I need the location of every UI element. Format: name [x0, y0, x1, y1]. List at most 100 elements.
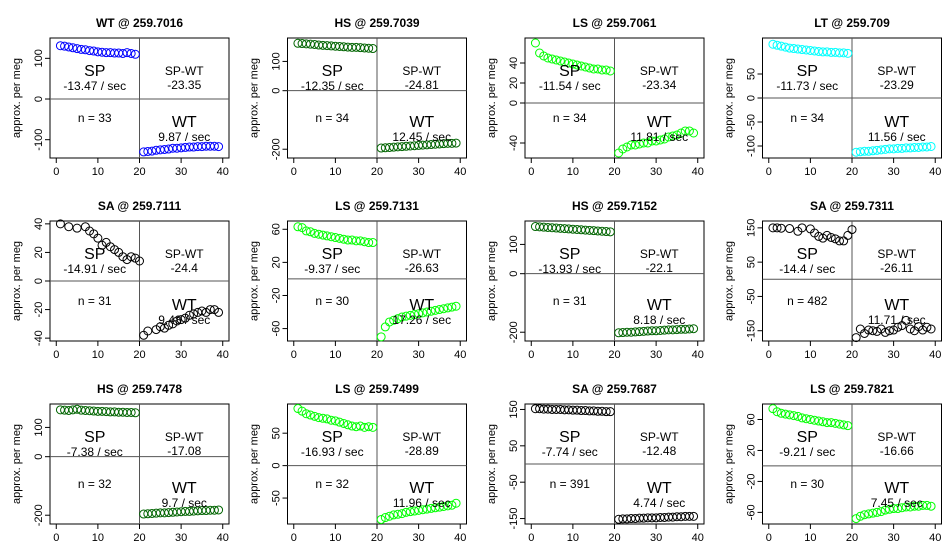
wt-point [618, 144, 628, 154]
chart-title: WT @ 259.7016 [96, 16, 183, 30]
wt-point [214, 307, 224, 317]
y-tick-label: -200 [508, 321, 520, 343]
sp-point [839, 48, 849, 58]
wt-point [922, 500, 932, 510]
wt-point [405, 310, 415, 320]
sp-point [326, 415, 336, 425]
sp-point [776, 41, 786, 51]
wt-label: WT [409, 480, 434, 497]
sp-point [772, 407, 782, 417]
n-label: n = 482 [787, 294, 828, 308]
x-tick-label: 30 [887, 166, 899, 178]
sp-point [843, 230, 853, 240]
y-tick-label: 60 [746, 413, 758, 425]
y-tick-label: -100 [746, 135, 758, 157]
wt-point [393, 509, 403, 519]
sp-point [789, 411, 799, 421]
x-tick-label: 30 [175, 532, 187, 544]
sp-point [126, 407, 136, 417]
wt-point [430, 305, 440, 315]
wt-rate: 17.26 / sec [392, 313, 451, 327]
x-tick-label: 0 [53, 349, 59, 361]
sp-point [843, 48, 853, 58]
x-tick-label: 20 [371, 349, 383, 361]
wt-point [380, 322, 390, 332]
sp-point [543, 53, 553, 63]
sp-label: SP [559, 246, 580, 263]
sp-point [293, 222, 303, 232]
sp-point [843, 421, 853, 431]
sp-point [126, 48, 136, 58]
x-tick-label: 0 [528, 532, 534, 544]
wt-label: WT [172, 297, 197, 314]
chart-panel: LT @ 259.709 approx. per meg 0 10 20 30 40 -100… [724, 16, 942, 178]
y-tick-label: -50 [746, 114, 758, 130]
x-tick-label: 40 [929, 166, 941, 178]
wt-point [868, 326, 878, 336]
x-tick-label: 40 [692, 532, 704, 544]
sp-label: SP [559, 63, 580, 80]
wt-point [418, 308, 428, 318]
y-tick-label: 100 [33, 418, 45, 436]
sp-point [305, 227, 315, 237]
wt-point [155, 322, 165, 332]
wt-point [397, 509, 407, 519]
wt-point [376, 332, 386, 342]
y-tick-label: 0 [33, 454, 45, 460]
x-tick-label: 0 [528, 349, 534, 361]
chart-title: LS @ 259.7131 [335, 199, 419, 213]
chart-panel: LS @ 259.7499 approx. per meg 0 10 20 30 40 -50… [249, 382, 467, 544]
diff-value: -16.66 [880, 444, 914, 458]
x-tick-label: 10 [567, 349, 579, 361]
wt-point [205, 305, 215, 315]
wt-point [209, 141, 219, 151]
sp-rate: -16.93 / sec [301, 445, 364, 459]
y-tick-label: -20 [271, 288, 283, 304]
wt-point [434, 502, 444, 512]
diff-label: SP-WT [877, 430, 916, 444]
sp-point [364, 43, 374, 53]
sp-rate: -9.21 / sec [779, 445, 835, 459]
x-tick-label: 30 [650, 166, 662, 178]
y-tick-label: 0 [508, 271, 520, 277]
wt-point [197, 306, 207, 316]
wt-point [922, 142, 932, 152]
sp-label: SP [322, 246, 343, 263]
sp-point [580, 62, 590, 72]
sp-point [601, 407, 611, 417]
sp-rate: -7.74 / sec [542, 445, 598, 459]
sp-rate: -7.38 / sec [67, 445, 123, 459]
chart-panel: HS @ 259.7478 approx. per meg 0 10 20 30 40 -20… [11, 382, 230, 544]
sp-point [126, 252, 136, 262]
x-tick-label: 0 [766, 532, 772, 544]
sp-point [797, 413, 807, 423]
sp-point [605, 227, 615, 237]
wt-point [389, 510, 399, 520]
wt-point [443, 501, 453, 511]
y-tick-label: 0 [271, 88, 283, 94]
y-tick-label: -100 [33, 129, 45, 151]
x-tick-label: 30 [412, 166, 424, 178]
sp-point [368, 422, 378, 432]
wt-point [880, 505, 890, 515]
sp-rate: -12.35 / sec [301, 79, 364, 93]
chart-title: HS @ 259.7478 [97, 382, 182, 396]
wt-point [447, 138, 457, 148]
x-tick-label: 40 [217, 166, 229, 178]
sp-point [355, 236, 365, 246]
y-tick-label: 40 [33, 218, 45, 230]
sp-point [130, 49, 140, 59]
y-axis-label: approx. per meg [249, 241, 261, 321]
wt-rate: 11.81 / sec [630, 130, 688, 144]
sp-point [810, 415, 820, 425]
wt-point [430, 503, 440, 513]
wt-point [418, 505, 428, 515]
wt-point [859, 510, 869, 520]
wt-point [639, 138, 649, 148]
sp-point [776, 408, 786, 418]
sp-point [322, 231, 332, 241]
wt-point [451, 138, 461, 148]
wt-rate: 11.96 / sec [393, 496, 451, 510]
y-tick-label: 20 [746, 444, 758, 456]
